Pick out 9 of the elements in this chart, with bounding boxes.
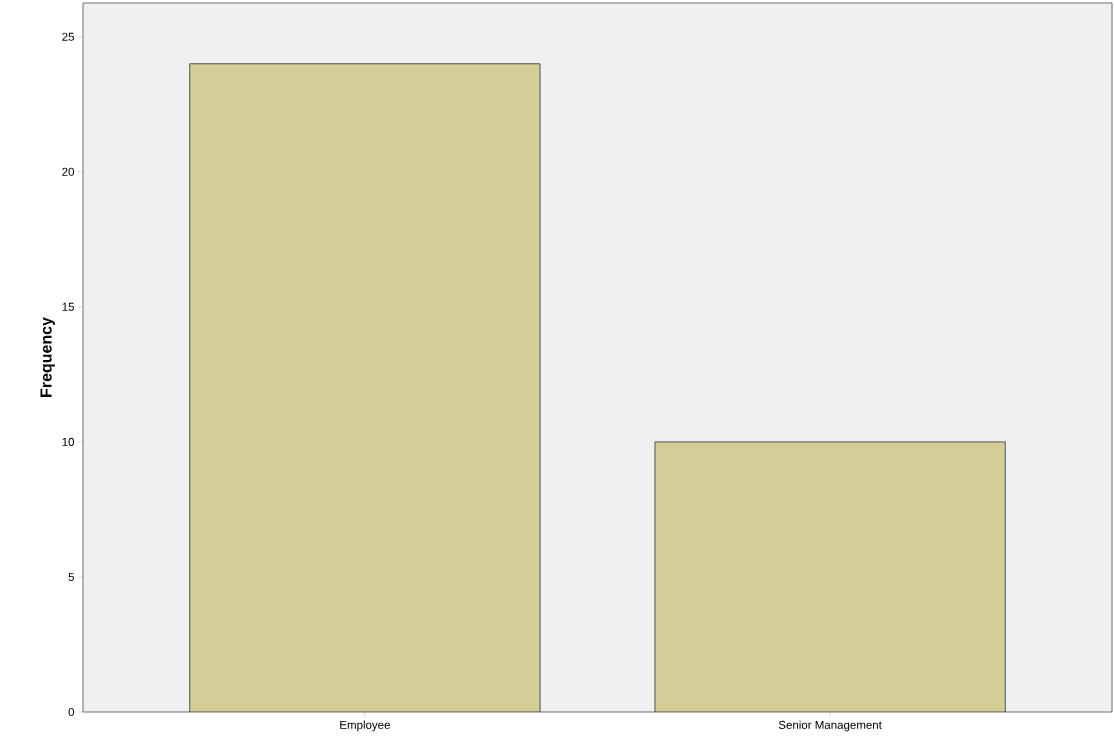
y-tick-label: 25	[62, 32, 74, 41]
y-tick-label: 5	[68, 572, 74, 581]
y-tick-label: 10	[62, 437, 75, 446]
y-axis-title: Frequency	[40, 317, 55, 397]
y-tick-label: 0	[68, 707, 75, 717]
y-tick-label: 20	[62, 167, 75, 176]
x-tick-label: Senior Management	[778, 720, 882, 732]
y-tick-label: 15	[62, 302, 74, 311]
x-tick-label: Employee	[340, 720, 390, 732]
